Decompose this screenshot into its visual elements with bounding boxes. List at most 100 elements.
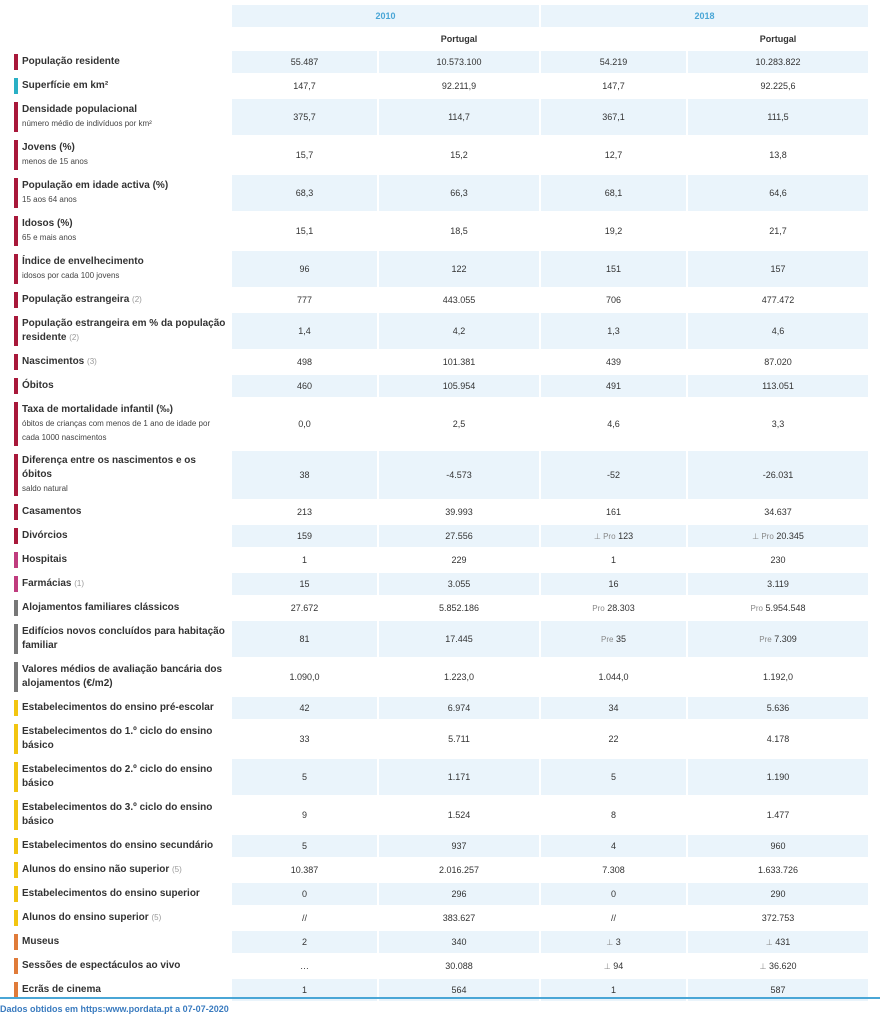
cell-value: 1 bbox=[301, 555, 307, 565]
value-cell: // bbox=[541, 907, 686, 929]
row-sublabel: menos de 15 anos bbox=[22, 157, 88, 166]
cell-value: -4.573 bbox=[446, 470, 472, 480]
row-label-cell: Edifícios novos concluídos para habitaçã… bbox=[12, 621, 230, 657]
category-color-bar bbox=[14, 724, 18, 754]
cell-value: 66,3 bbox=[450, 188, 468, 198]
value-cell: 2.016.257 bbox=[379, 859, 539, 881]
statistics-table: 2010 2018 Portugal Portugal População re… bbox=[10, 3, 870, 1003]
value-cell: 19,2 bbox=[541, 213, 686, 249]
row-label-cell: Alojamentos familiares clássicos bbox=[12, 597, 230, 619]
row-label: Taxa de mortalidade infantil (‰) bbox=[22, 404, 173, 415]
cell-value: 92.225,6 bbox=[760, 81, 796, 91]
value-cell: 230 bbox=[688, 549, 868, 571]
value-cell: 114,7 bbox=[379, 99, 539, 135]
table-row: Edifícios novos concluídos para habitaçã… bbox=[12, 621, 868, 657]
value-cell: Pre 7.309 bbox=[688, 621, 868, 657]
category-color-bar bbox=[14, 378, 18, 394]
category-color-bar bbox=[14, 292, 18, 308]
cell-value: 111,5 bbox=[767, 112, 789, 122]
table-row: Ecrãs de cinema 1 564 1 587 bbox=[12, 979, 868, 1001]
value-cell: 39.993 bbox=[379, 501, 539, 523]
row-label: Diferença entre os nascimentos e os óbit… bbox=[22, 455, 196, 480]
cell-value: 27.672 bbox=[290, 603, 319, 613]
value-cell: 55.487 bbox=[232, 51, 377, 73]
row-label: Nascimentos (3) bbox=[22, 356, 97, 367]
cell-value: 4,6 bbox=[771, 326, 785, 336]
col-header-portugal-2010: Portugal bbox=[440, 34, 478, 44]
cell-value: 94 bbox=[613, 961, 624, 971]
table-row: Farmácias (1) 15 3.055 16 3.119 bbox=[12, 573, 868, 595]
row-label-cell: Idosos (%) 65 e mais anos bbox=[12, 213, 230, 249]
row-label: Superfície em km² bbox=[22, 80, 109, 91]
row-sublabel: idosos por cada 100 jovens bbox=[22, 271, 120, 280]
value-cell: 5.636 bbox=[688, 697, 868, 719]
table-row: Diferença entre os nascimentos e os óbit… bbox=[12, 451, 868, 499]
cell-value: 0 bbox=[301, 889, 307, 899]
cell-value: 5.852.186 bbox=[438, 603, 480, 613]
cell-value: 15,2 bbox=[450, 150, 468, 160]
value-cell: 68,1 bbox=[541, 175, 686, 211]
category-color-bar bbox=[14, 624, 18, 654]
cell-value: 777 bbox=[296, 295, 313, 305]
cell-value: 151 bbox=[605, 264, 622, 274]
value-cell: 15,1 bbox=[232, 213, 377, 249]
category-color-bar bbox=[14, 982, 18, 998]
cell-value: 372.753 bbox=[761, 913, 795, 923]
value-flag: ⊥ bbox=[765, 938, 773, 947]
cell-value: 20.345 bbox=[776, 531, 804, 541]
cell-value: 10.283.822 bbox=[755, 57, 801, 67]
row-label-cell: Estabelecimentos do ensino pré-escolar bbox=[12, 697, 230, 719]
cell-value: 81 bbox=[299, 634, 310, 644]
value-cell: 1 bbox=[541, 979, 686, 1001]
row-label-cell: População residente bbox=[12, 51, 230, 73]
value-cell: 38 bbox=[232, 451, 377, 499]
cell-value: 1.633.726 bbox=[757, 865, 799, 875]
value-cell: 5 bbox=[232, 835, 377, 857]
value-flag: Pro bbox=[750, 604, 763, 613]
value-cell: 54.219 bbox=[541, 51, 686, 73]
value-cell: 81 bbox=[232, 621, 377, 657]
cell-value: 0 bbox=[610, 889, 616, 899]
cell-value: 5.636 bbox=[766, 703, 790, 713]
value-cell: 17.445 bbox=[379, 621, 539, 657]
row-label: Óbitos bbox=[22, 380, 54, 391]
value-flag: Pro bbox=[592, 604, 605, 613]
category-color-bar bbox=[14, 140, 18, 170]
cell-value: 4,6 bbox=[607, 419, 620, 429]
row-label: Idosos (%) bbox=[22, 218, 73, 229]
row-label-cell: População em idade activa (%) 15 aos 64 … bbox=[12, 175, 230, 211]
cell-value: 96 bbox=[299, 264, 310, 274]
value-cell: 68,3 bbox=[232, 175, 377, 211]
value-cell: 122 bbox=[379, 251, 539, 287]
row-label: Alunos do ensino não superior (5) bbox=[22, 864, 182, 875]
cell-value: 443.055 bbox=[442, 295, 476, 305]
cell-value: 2 bbox=[301, 937, 307, 947]
row-label: População estrangeira em % da população … bbox=[22, 318, 226, 343]
value-cell: -4.573 bbox=[379, 451, 539, 499]
cell-value: 460 bbox=[296, 381, 313, 391]
row-label-cell: Farmácias (1) bbox=[12, 573, 230, 595]
corner-cell bbox=[12, 29, 230, 49]
category-color-bar bbox=[14, 838, 18, 854]
category-color-bar bbox=[14, 958, 18, 974]
cell-value: 3.119 bbox=[767, 579, 789, 589]
value-cell: 1.044,0 bbox=[541, 659, 686, 695]
row-label-cell: Taxa de mortalidade infantil (‰) óbitos … bbox=[12, 399, 230, 449]
cell-value: 960 bbox=[770, 841, 786, 851]
source-footer: Dados obtidos em https:www.pordata.pt a … bbox=[0, 1004, 229, 1014]
cell-value: 159 bbox=[296, 531, 313, 541]
value-cell: 564 bbox=[379, 979, 539, 1001]
cell-value: 5 bbox=[301, 772, 307, 782]
table-body: População residente 55.487 10.573.100 54… bbox=[12, 51, 868, 1001]
table-row: Superfície em km² 147,7 92.211,9 147,7 9… bbox=[12, 75, 868, 97]
cell-value: 296 bbox=[451, 889, 467, 899]
value-flag: ⊥ bbox=[606, 938, 614, 947]
category-color-bar bbox=[14, 662, 18, 692]
row-label: Farmácias (1) bbox=[22, 578, 85, 589]
value-cell: 113.051 bbox=[688, 375, 868, 397]
cell-value: -26.031 bbox=[762, 470, 794, 480]
table-row: Estabelecimentos do 1.º ciclo do ensino … bbox=[12, 721, 868, 757]
year-header-2010: 2010 bbox=[232, 5, 539, 27]
cell-value: 564 bbox=[451, 985, 467, 995]
cell-value: 1 bbox=[610, 985, 616, 995]
